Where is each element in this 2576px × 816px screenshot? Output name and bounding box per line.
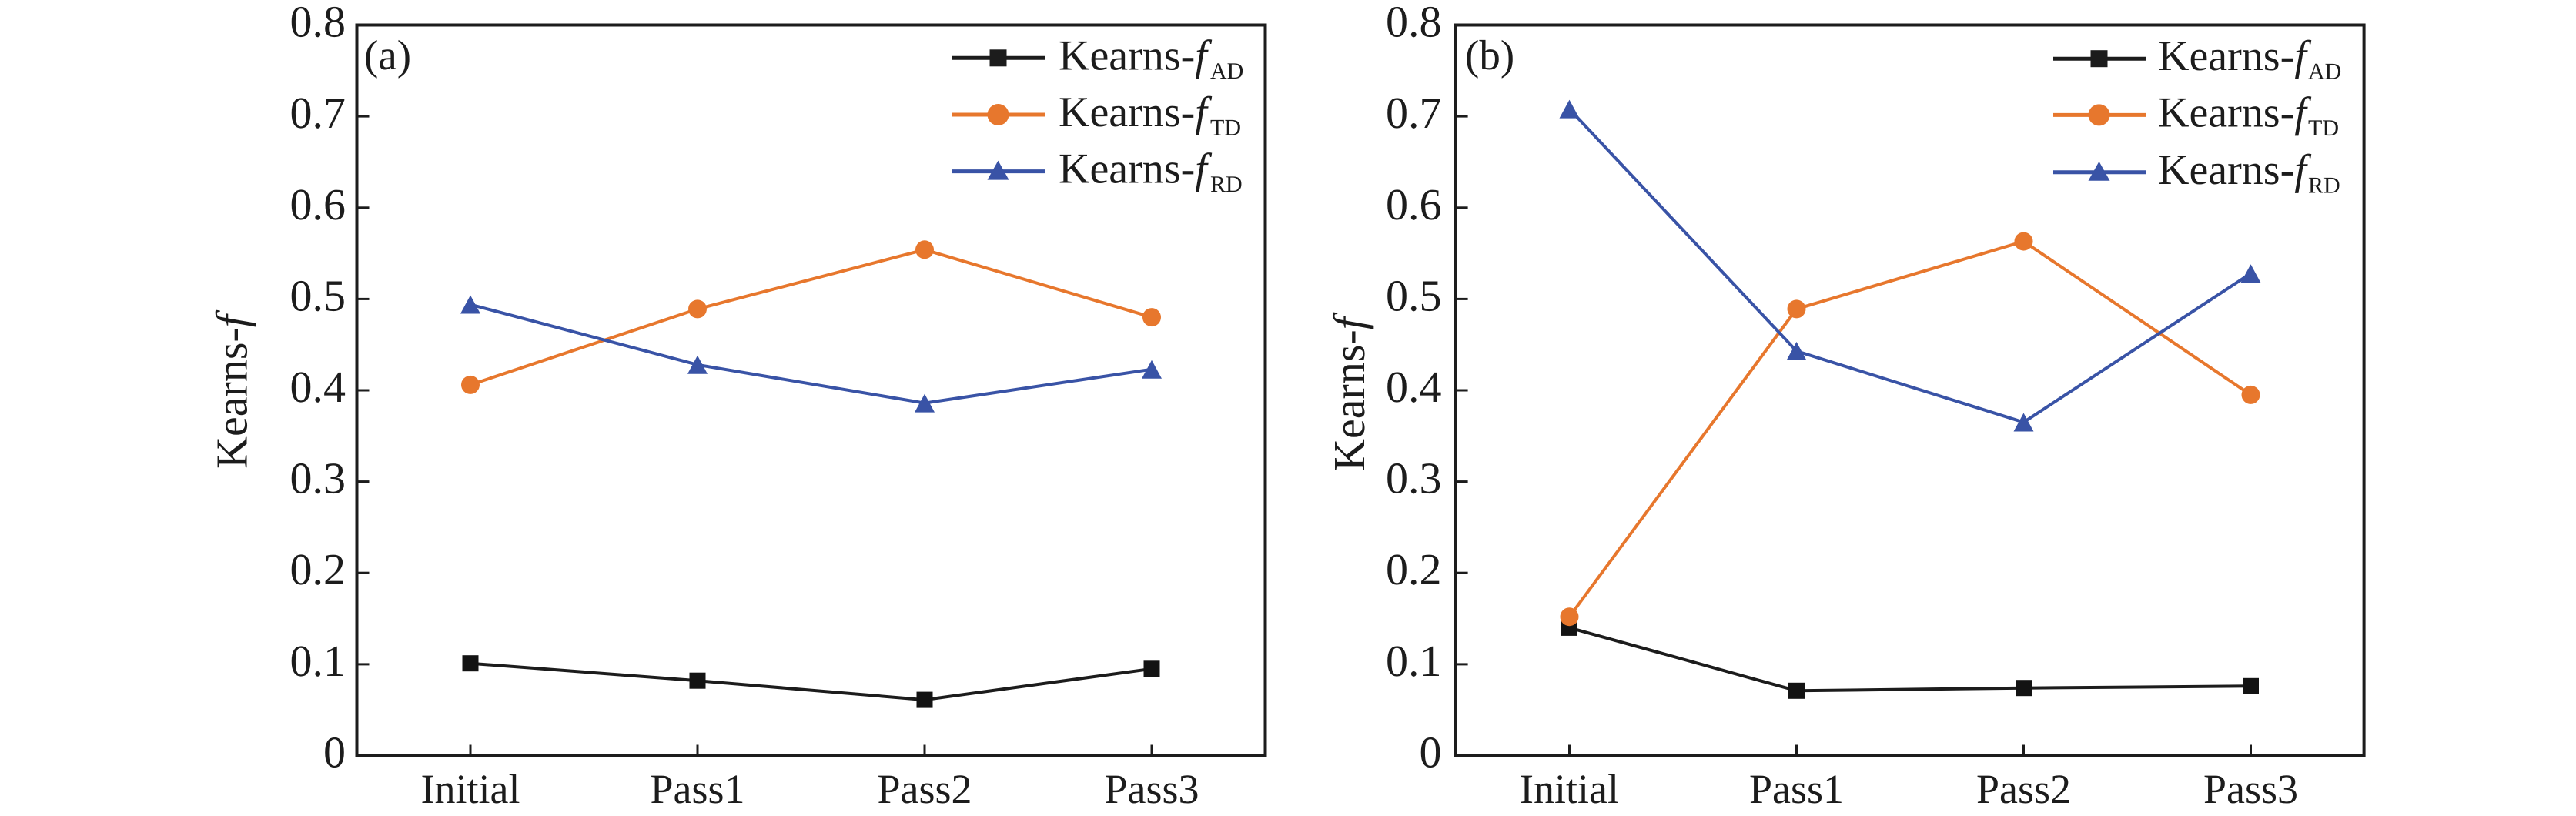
svg-text:TD: TD [1210,115,1241,141]
svg-text:0.5: 0.5 [290,270,346,320]
svg-text:0.6: 0.6 [1386,179,1442,229]
svg-text:Pass3: Pass3 [2203,766,2298,812]
svg-text:0.8: 0.8 [290,0,346,47]
svg-text:0.5: 0.5 [1386,270,1442,320]
svg-text:(b): (b) [1465,32,1514,79]
svg-text:Pass1: Pass1 [650,766,744,812]
svg-text:0.2: 0.2 [290,544,346,594]
svg-text:Kearns-f: Kearns-f [2158,32,2312,80]
svg-text:0: 0 [1420,727,1442,778]
svg-text:Initial: Initial [421,766,520,812]
svg-text:Initial: Initial [1520,766,1619,812]
svg-text:0.4: 0.4 [290,362,346,412]
svg-text:AD: AD [2308,59,2341,85]
svg-text:RD: RD [2308,172,2340,198]
svg-text:0.3: 0.3 [290,453,346,503]
svg-text:0.8: 0.8 [1386,0,1442,47]
svg-text:Kearns-f: Kearns-f [1059,145,1213,193]
svg-text:0.4: 0.4 [1386,362,1442,412]
svg-text:0.7: 0.7 [1386,88,1442,138]
svg-text:Pass2: Pass2 [877,766,972,812]
svg-text:RD: RD [1210,172,1243,197]
svg-text:Pass1: Pass1 [1749,766,1844,812]
svg-text:0.1: 0.1 [1386,636,1442,686]
svg-text:Kearns-f: Kearns-f [1324,312,1374,471]
svg-text:AD: AD [1210,59,1243,84]
svg-text:Kearns-f: Kearns-f [2158,89,2312,136]
svg-text:Pass3: Pass3 [1104,766,1199,812]
svg-text:0.2: 0.2 [1386,544,1442,594]
svg-text:Pass2: Pass2 [1976,766,2071,812]
svg-text:0.3: 0.3 [1386,453,1442,503]
svg-text:0.7: 0.7 [290,88,346,138]
svg-text:Kearns-f: Kearns-f [2158,146,2312,194]
svg-text:0: 0 [323,727,346,778]
svg-text:TD: TD [2308,115,2339,141]
svg-text:Kearns-f: Kearns-f [1059,89,1213,136]
svg-text:Kearns-f: Kearns-f [207,309,257,469]
svg-text:0.6: 0.6 [290,179,346,229]
svg-text:Kearns-f: Kearns-f [1059,32,1213,79]
svg-text:0.1: 0.1 [290,636,346,686]
svg-text:(a): (a) [364,32,411,79]
